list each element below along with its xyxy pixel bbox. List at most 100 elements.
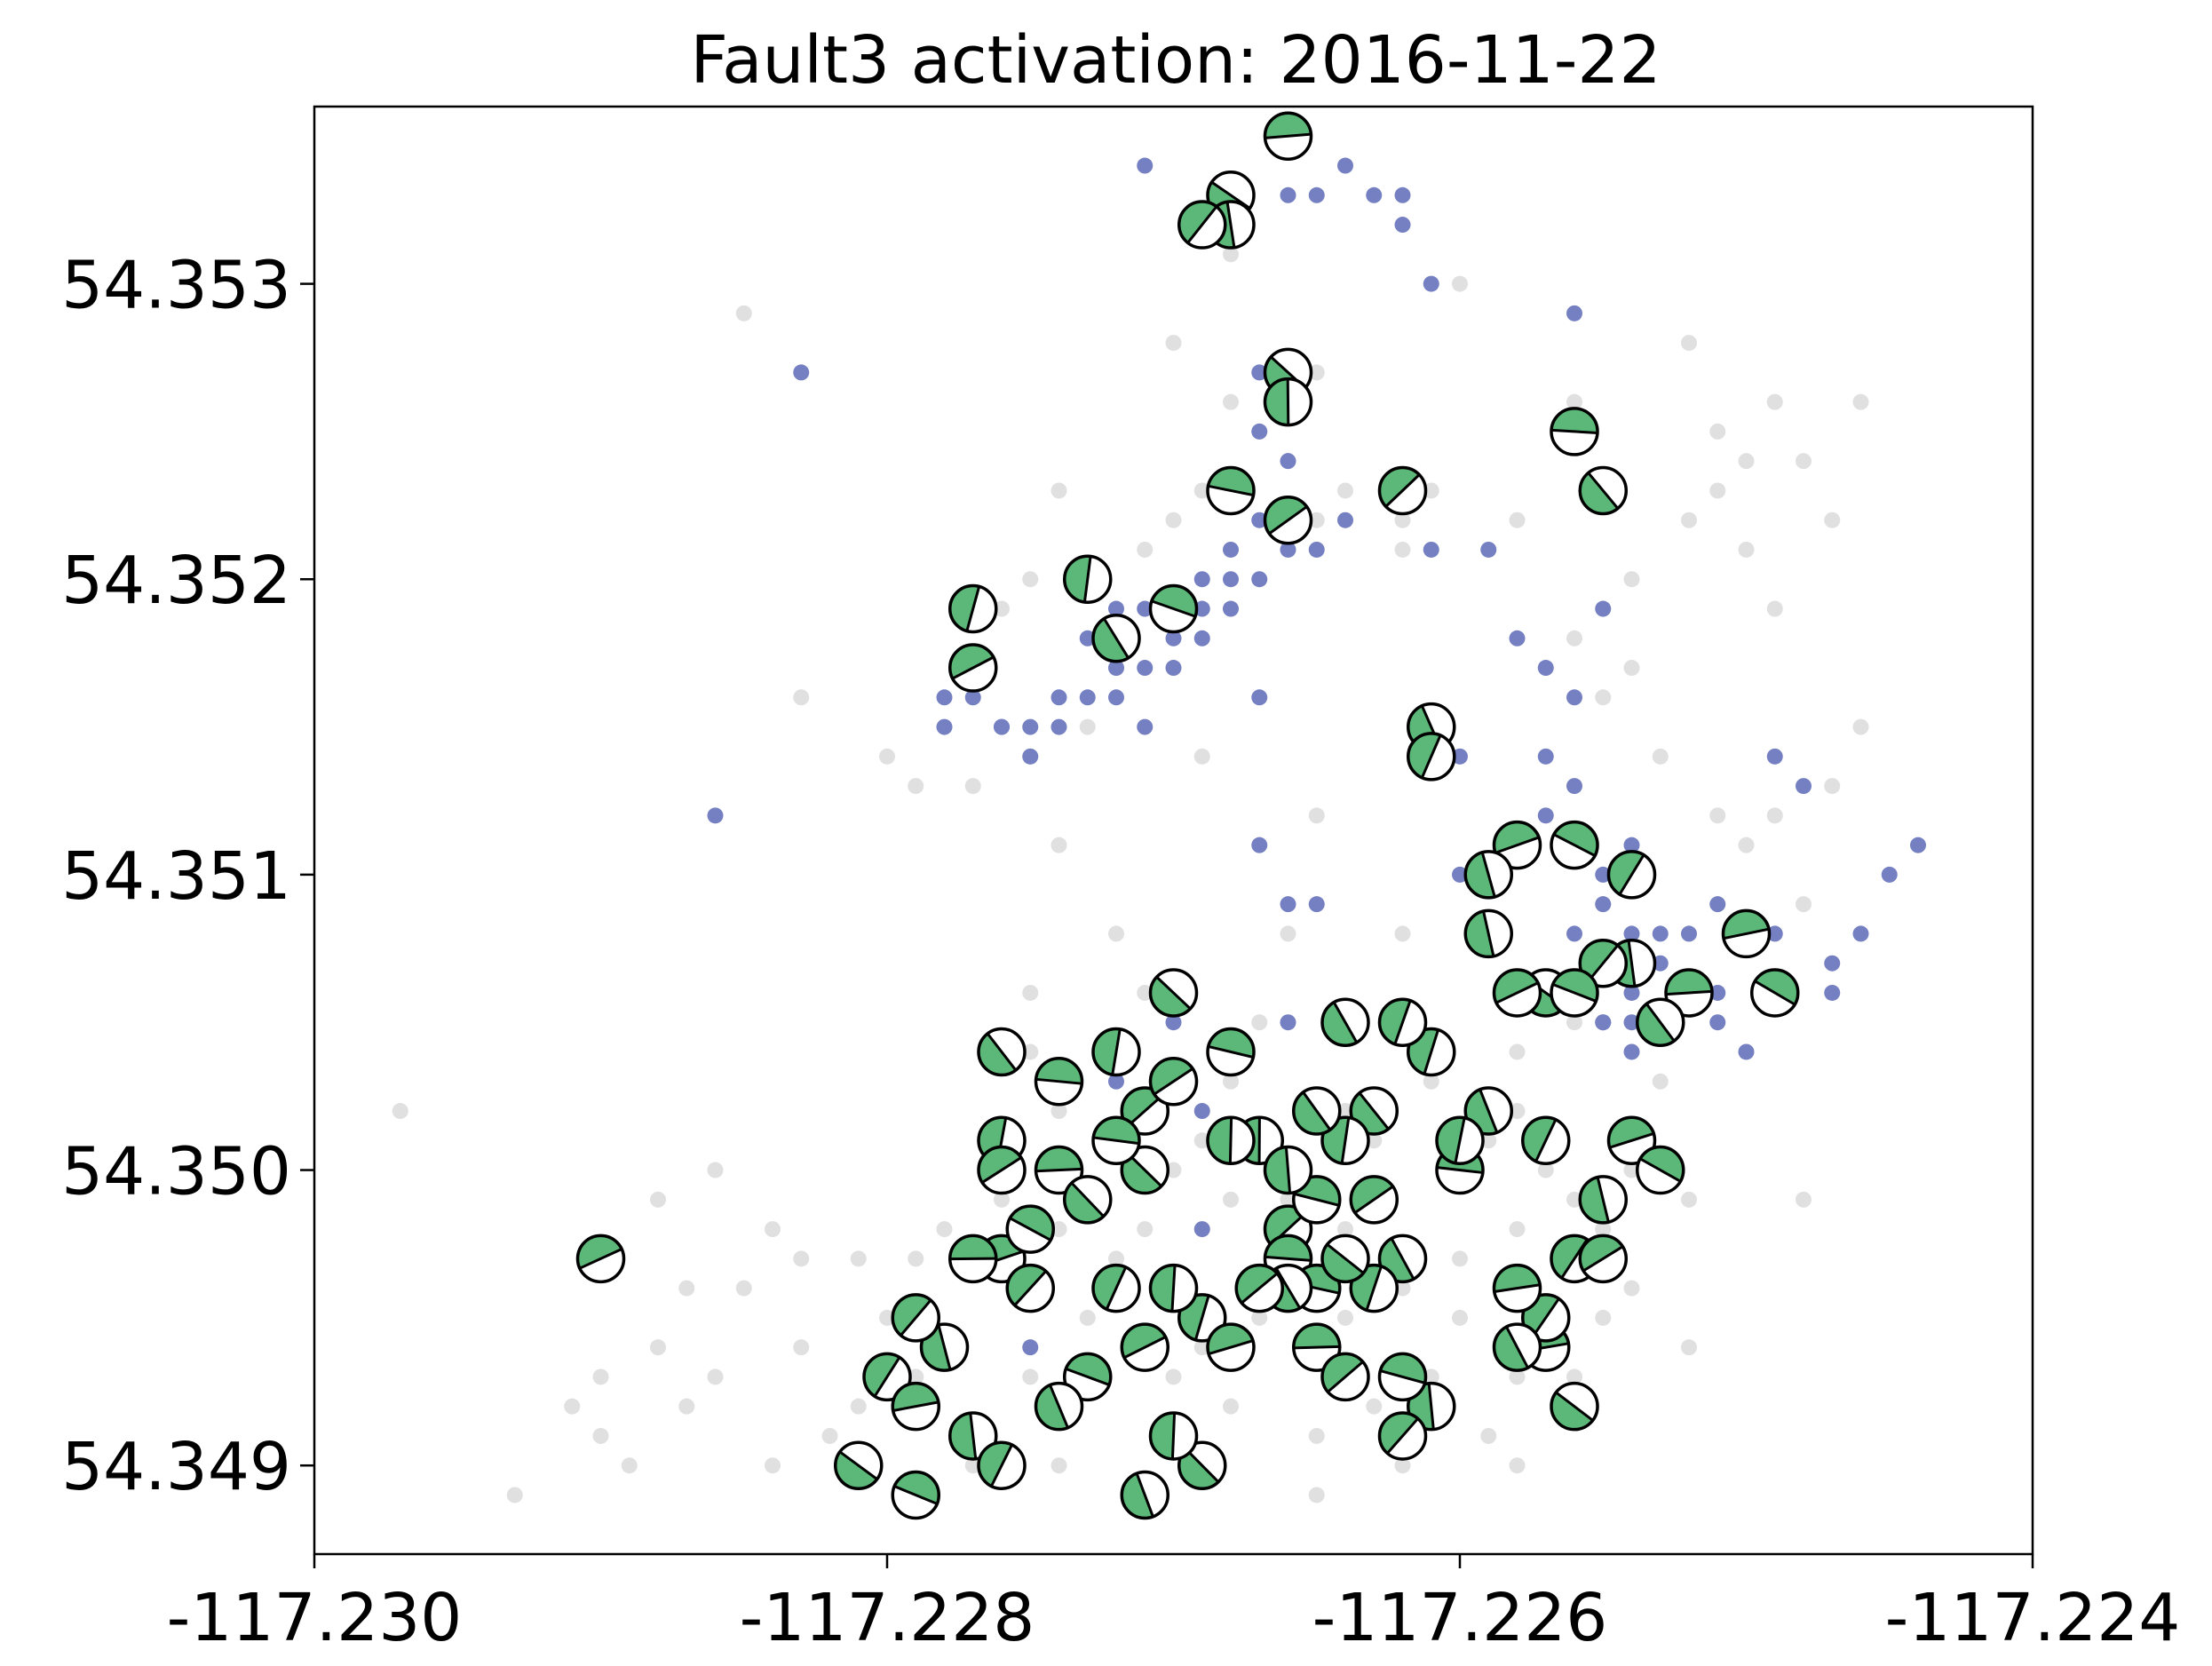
focal-mechanism-marker — [1148, 1411, 1199, 1461]
background-event-point — [1509, 1368, 1526, 1385]
focal-mechanism-marker — [1492, 1263, 1542, 1313]
background-event-point — [994, 600, 1010, 617]
background-event-point — [1509, 1103, 1526, 1120]
focal-mechanism-marker — [948, 643, 998, 693]
focal-mechanism-marker — [1721, 908, 1772, 959]
focal-mechanism-marker — [1492, 1322, 1542, 1372]
focal-mechanism-marker — [1063, 554, 1113, 604]
background-event-point — [1193, 1132, 1210, 1149]
background-event-point — [1566, 1368, 1582, 1385]
background-event-point — [793, 1250, 810, 1267]
x-tick-label: -117.224 — [1885, 1580, 2181, 1656]
focal-mechanism-marker — [1063, 1352, 1113, 1402]
focal-mechanism-marker — [1263, 377, 1313, 427]
background-event-point — [1681, 1191, 1697, 1208]
background-event-point — [1394, 1280, 1411, 1297]
focal-mechanism-marker — [1263, 111, 1313, 162]
active-event-point — [936, 718, 953, 735]
background-event-point — [908, 1368, 924, 1385]
background-event-point — [1051, 1221, 1067, 1238]
active-event-point — [1079, 689, 1096, 706]
background-event-point — [936, 1221, 953, 1238]
active-event-point — [1394, 186, 1411, 203]
focal-mechanism-marker — [1120, 1086, 1169, 1136]
active-event-point — [1137, 157, 1154, 174]
focal-mechanism-marker — [1034, 1145, 1084, 1195]
active-event-point — [1308, 186, 1325, 203]
background-event-point — [1366, 1132, 1383, 1149]
background-event-point — [1423, 1073, 1439, 1090]
active-event-point — [1824, 955, 1841, 972]
background-event-point — [1394, 541, 1411, 558]
background-event-point — [1566, 630, 1582, 647]
active-event-point — [1137, 718, 1154, 735]
background-event-point — [592, 1427, 609, 1444]
background-event-point — [1824, 512, 1841, 528]
active-event-point — [1738, 1043, 1755, 1060]
background-event-point — [850, 1250, 867, 1267]
background-event-point — [735, 1280, 752, 1297]
y-axis-ticks: 54.349 54.350 54.351 54.352 54.353 — [61, 248, 314, 1505]
active-event-point — [1193, 1221, 1210, 1238]
active-event-point — [1193, 1103, 1210, 1120]
active-event-point — [1137, 600, 1154, 617]
focal-mechanism-marker — [1148, 968, 1199, 1018]
background-event-point — [821, 1427, 838, 1444]
y-tick-label: 54.350 — [61, 1134, 291, 1210]
background-event-point — [1709, 807, 1726, 824]
y-tick-label: 54.351 — [61, 838, 291, 915]
active-event-point — [1251, 689, 1268, 706]
focal-mechanism-marker — [977, 1440, 1027, 1490]
focal-mechanism-marker — [1750, 968, 1800, 1018]
active-event-point — [1223, 541, 1239, 558]
active-event-point — [1108, 689, 1124, 706]
focal-mechanism-marker — [948, 1234, 998, 1284]
background-event-point — [1251, 1309, 1268, 1326]
active-event-point — [1652, 925, 1669, 942]
background-event-point — [1337, 1221, 1353, 1238]
background-event-point — [1137, 1221, 1154, 1238]
background-event-point — [793, 1339, 810, 1356]
background-event-point — [1051, 1457, 1067, 1474]
background-event-point — [1681, 512, 1697, 528]
focal-mechanism-marker — [948, 583, 998, 634]
background-event-point — [1738, 453, 1755, 470]
focal-mechanism-marker — [1377, 997, 1428, 1047]
background-event-point — [1108, 1250, 1124, 1267]
focal-mechanism-marker — [1091, 1263, 1141, 1313]
x-axis-ticks: -117.230 -117.228 -117.226 -117.224 — [167, 1554, 2181, 1656]
background-event-point — [1595, 1221, 1612, 1238]
focal-mechanism-marker — [575, 1234, 626, 1284]
chart-title: Fault3 activation: 2016-11-22 — [690, 22, 1661, 99]
background-event-point — [1595, 1309, 1612, 1326]
active-event-point — [1623, 1043, 1640, 1060]
focal-mechanism-marker — [1034, 1381, 1084, 1432]
background-event-point — [678, 1280, 695, 1297]
background-event-point — [1223, 1073, 1239, 1090]
focal-mechanism-marker — [891, 1470, 940, 1520]
focal-mechanism-marker — [1578, 1234, 1628, 1284]
background-event-point — [707, 1162, 724, 1178]
focal-mechanism-marker — [1578, 938, 1628, 988]
background-event-point — [1022, 571, 1039, 588]
background-event-point — [1366, 1398, 1383, 1415]
active-event-point — [1193, 630, 1210, 647]
active-event-point — [1766, 748, 1783, 765]
focal-mechanism-marker — [1320, 997, 1370, 1047]
background-event-point — [1308, 807, 1325, 824]
background-event-point — [735, 305, 752, 321]
focal-mechanism-marker — [1292, 1086, 1342, 1136]
active-event-point — [1566, 305, 1582, 321]
background-event-point — [879, 1309, 895, 1326]
active-event-point — [1537, 807, 1554, 824]
focal-mechanism-marker — [862, 1352, 912, 1402]
focal-mechanism-marker — [1091, 1027, 1141, 1077]
focal-mechanism-marker — [1091, 614, 1141, 663]
focal-mechanism-marker — [1206, 465, 1256, 516]
background-event-point — [908, 778, 924, 795]
background-event-point — [1480, 1132, 1497, 1149]
focal-mechanism-marker — [1148, 1263, 1199, 1313]
active-event-point — [1337, 512, 1353, 528]
focal-mechanism-marker — [1407, 732, 1456, 781]
focal-mechanism-marker — [834, 1440, 884, 1490]
